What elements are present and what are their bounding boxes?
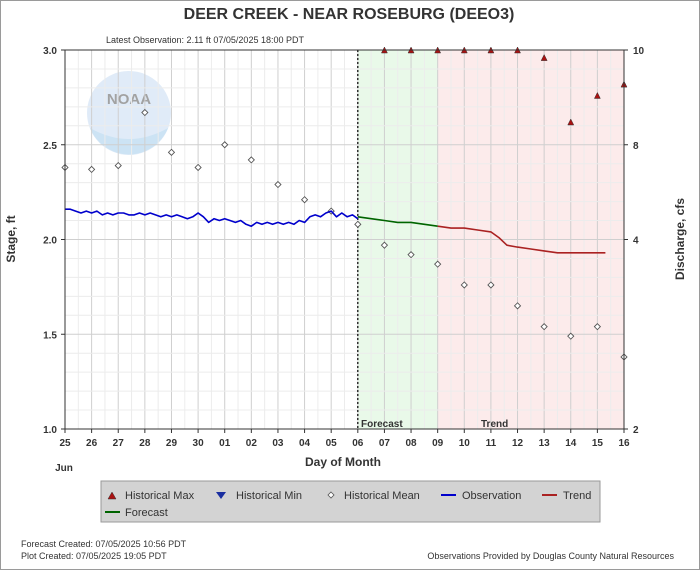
series-trend-line (437, 225, 606, 254)
x-tick-label: 07 (379, 438, 391, 449)
legend-historical-max-label: Historical Max (125, 490, 195, 502)
x-tick-label: 03 (272, 438, 284, 449)
forecast-created-note: Forecast Created: 07/05/2025 10:56 PDT (21, 539, 187, 549)
y2-tick-label: 10 (633, 46, 645, 57)
historical-mean-point (354, 220, 362, 228)
month-label: Jun (55, 463, 73, 474)
latest-observation-label: Latest Observation: 2.11 ft 07/05/2025 1… (106, 35, 304, 45)
x-tick-label: 14 (565, 438, 577, 449)
chart-title: DEER CREEK - NEAR ROSEBURG (DEEO3) (184, 6, 515, 23)
historical-mean-point (460, 281, 468, 289)
legend-historical-max-icon (107, 491, 117, 500)
x-tick-label: 15 (592, 438, 604, 449)
legend-trend-label: Trend (563, 490, 591, 502)
historical-mean-point (540, 323, 548, 331)
historical-mean-point (167, 148, 176, 156)
legend-historical-min-icon (216, 492, 226, 499)
historical-mean-point (274, 180, 282, 189)
historical-mean-point (141, 108, 149, 117)
trend-region-label: Trend (481, 419, 508, 430)
historical-mean-point (247, 156, 255, 164)
historical-mean-point (567, 332, 575, 340)
x-tick-label: 16 (618, 438, 630, 449)
historical-mean-point (114, 161, 122, 170)
series-forecast-line (357, 216, 438, 227)
historical-max-point (540, 54, 548, 61)
plot-created-note: Plot Created: 07/05/2025 19:05 PDT (21, 551, 167, 561)
y-axis-label-left: Stage, ft (4, 215, 18, 262)
x-tick-label: 08 (405, 438, 417, 449)
x-tick-label: 30 (193, 438, 205, 449)
x-tick-label: 28 (139, 438, 151, 449)
historical-mean-point (407, 251, 415, 259)
legend-historical-mean-icon (327, 491, 335, 499)
legend-historical-mean-label: Historical Mean (344, 490, 420, 502)
x-axis-label: Day of Month (305, 455, 381, 469)
x-tick-label: 01 (219, 438, 231, 449)
y-tick-label: 2.0 (43, 236, 57, 247)
y-tick-label: 1.0 (43, 425, 57, 436)
legend-historical-min-label: Historical Min (236, 490, 302, 502)
historical-max-point (593, 91, 601, 99)
historical-mean-point (300, 196, 309, 204)
y-tick-label: 2.5 (43, 141, 57, 152)
historical-mean-point (513, 302, 522, 310)
y-axis-label-right: Discharge, cfs (673, 198, 687, 280)
historical-max-point (567, 118, 575, 126)
historical-mean-point (434, 260, 442, 268)
y2-tick-label: 2 (633, 425, 639, 436)
x-tick-label: 25 (59, 438, 71, 449)
x-tick-label: 04 (299, 438, 311, 449)
x-tick-label: 10 (459, 438, 471, 449)
historical-mean-point (194, 163, 202, 172)
y-tick-label: 1.5 (43, 330, 57, 341)
forecast-region-label: Forecast (361, 419, 403, 430)
historical-mean-point (380, 241, 389, 249)
x-tick-label: 12 (512, 438, 524, 449)
x-tick-label: 09 (432, 438, 444, 449)
historical-mean-point (593, 323, 602, 331)
legend-observation-label: Observation (462, 490, 521, 502)
y2-tick-label: 4 (633, 236, 639, 247)
series-observation-line (65, 208, 359, 227)
x-tick-label: 02 (246, 438, 258, 449)
y2-tick-label: 8 (633, 141, 639, 152)
x-tick-label: 26 (86, 438, 98, 449)
legend: Historical Max Historical Min Historical… (100, 480, 601, 523)
x-tick-label: 11 (486, 438, 497, 449)
x-tick-label: 05 (326, 438, 338, 449)
x-tick-label: 29 (166, 438, 178, 449)
historical-mean-point (221, 141, 229, 149)
y-tick-label: 3.0 (43, 46, 57, 57)
x-tick-label: 27 (113, 438, 125, 449)
historical-mean-point (87, 165, 96, 174)
legend-forecast-label: Forecast (125, 507, 168, 519)
data-provider-note: Observations Provided by Douglas County … (427, 551, 674, 561)
x-tick-label: 13 (539, 438, 551, 449)
historical-mean-point (487, 281, 495, 289)
x-tick-label: 06 (352, 438, 364, 449)
